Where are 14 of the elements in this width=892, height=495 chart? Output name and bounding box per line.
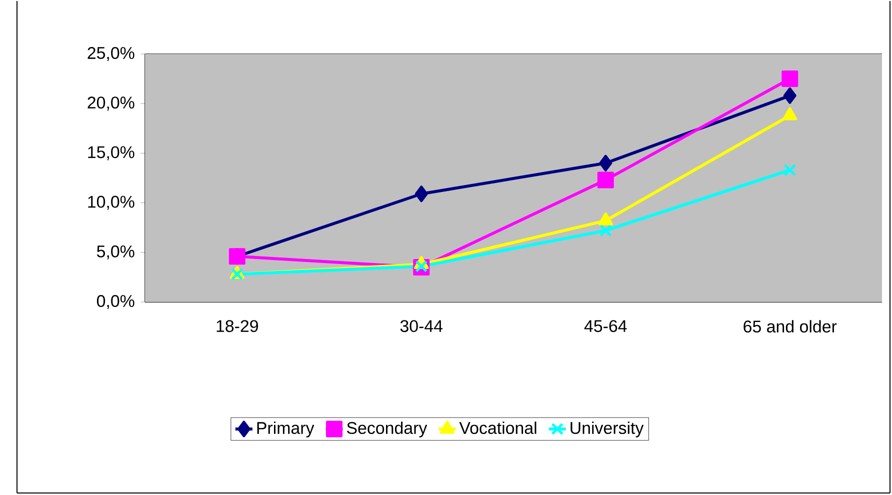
x-tick-label: 45-64 bbox=[584, 320, 627, 332]
legend-label: University bbox=[570, 422, 644, 438]
y-tick-label: 10,0% bbox=[88, 196, 134, 210]
y-tick-label: 20,0% bbox=[88, 96, 134, 111]
legend-label: Vocational bbox=[459, 422, 536, 434]
y-tick-label: 25,0% bbox=[88, 47, 134, 61]
y-tick-label: 5,0% bbox=[96, 245, 134, 260]
y-tick-label: 0,0% bbox=[96, 295, 134, 309]
x-tick-label: 65 and older bbox=[744, 320, 837, 333]
legend-label: Primary bbox=[257, 422, 314, 438]
x-tick-label: 30-44 bbox=[400, 320, 443, 332]
x-tick-label: 18-29 bbox=[216, 320, 258, 332]
y-tick-label: 15,0% bbox=[88, 146, 134, 160]
legend-label: Secondary bbox=[347, 422, 428, 438]
